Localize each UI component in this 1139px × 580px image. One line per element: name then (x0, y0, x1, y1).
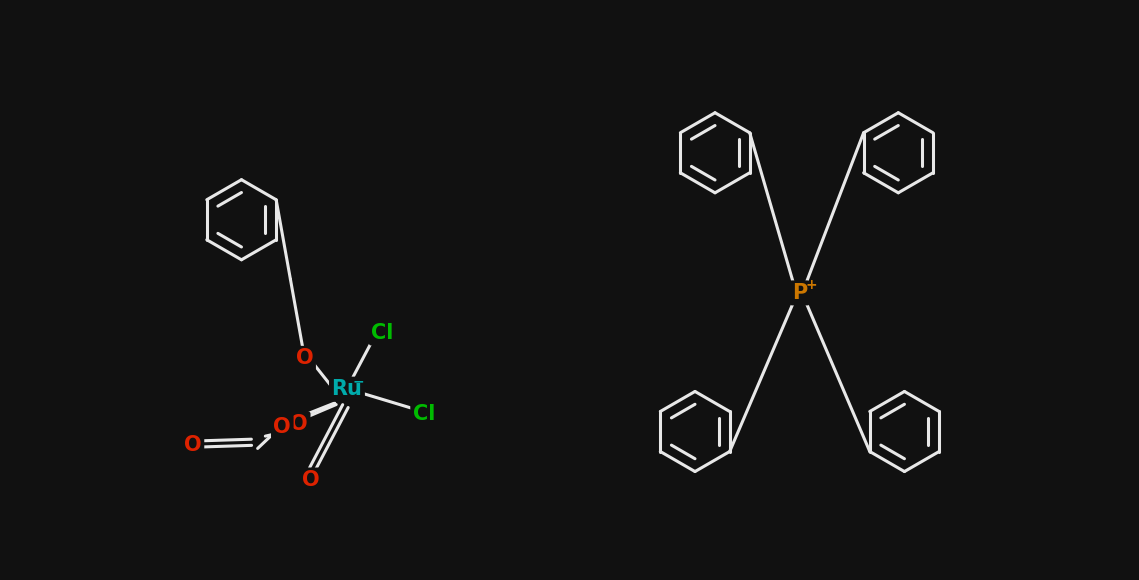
Text: Cl: Cl (412, 404, 435, 424)
Text: P: P (792, 283, 808, 303)
Text: +: + (805, 278, 818, 292)
Text: Ru: Ru (331, 379, 362, 399)
Text: O: O (302, 470, 320, 490)
Text: O: O (185, 436, 202, 455)
Text: −: − (353, 374, 364, 388)
Text: O: O (273, 417, 292, 437)
Text: Cl: Cl (371, 323, 394, 343)
Text: O: O (290, 414, 308, 434)
Text: O: O (296, 349, 313, 368)
